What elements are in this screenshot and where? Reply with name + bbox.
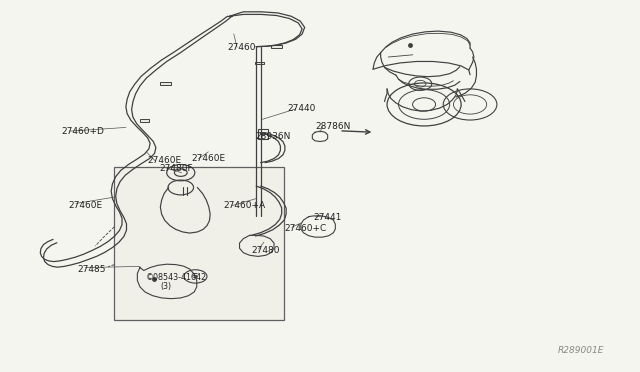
Text: 27460+C: 27460+C	[284, 224, 326, 233]
Bar	[161, 82, 171, 85]
Text: 27441: 27441	[314, 213, 342, 222]
Text: 27460E: 27460E	[68, 201, 102, 210]
Bar	[140, 119, 149, 122]
Text: (3): (3)	[161, 282, 172, 291]
Bar	[258, 129, 268, 139]
Text: 27440: 27440	[287, 105, 316, 113]
Bar	[115, 167, 284, 320]
Text: 27460+D: 27460+D	[61, 126, 104, 136]
Text: R289001E: R289001E	[557, 346, 604, 355]
Text: 27485: 27485	[77, 264, 106, 273]
Text: 27480: 27480	[251, 246, 280, 255]
Bar	[271, 45, 282, 48]
Text: 27460: 27460	[227, 42, 256, 51]
Text: 27480F: 27480F	[159, 164, 193, 173]
Text: ©08543-41642: ©08543-41642	[147, 273, 207, 282]
Text: 28786N: 28786N	[315, 122, 350, 131]
Text: 28936N: 28936N	[255, 132, 290, 141]
Text: S: S	[193, 273, 198, 279]
Bar	[255, 62, 264, 64]
Text: 27460E: 27460E	[191, 154, 225, 163]
Text: 27460E: 27460E	[148, 156, 182, 165]
Text: 27460+A: 27460+A	[223, 201, 265, 210]
